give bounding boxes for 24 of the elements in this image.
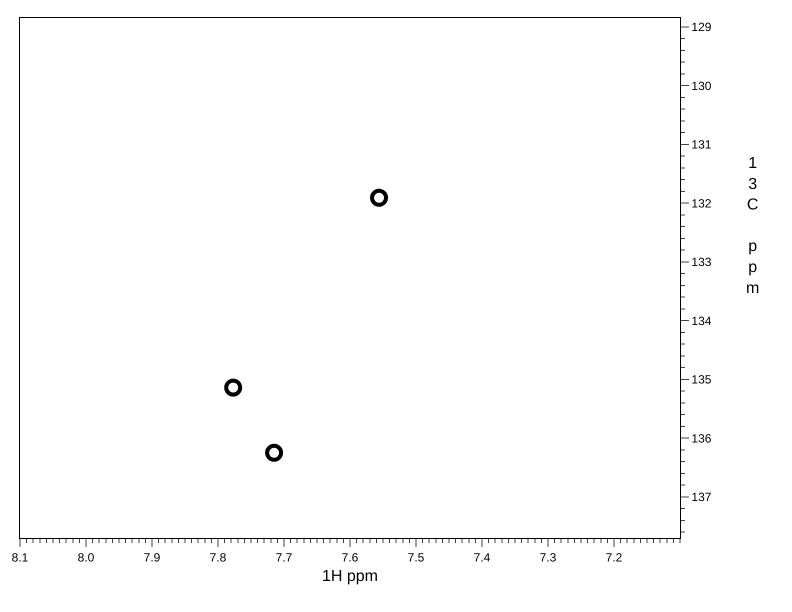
x-tick-label: 7.6 bbox=[342, 550, 359, 564]
x-tick-label: 8.0 bbox=[78, 550, 95, 564]
x-tick-label: 7.3 bbox=[540, 550, 557, 564]
y-tick-label: 132 bbox=[691, 196, 712, 210]
y-tick-label: 137 bbox=[691, 490, 712, 504]
y-tick-label: 129 bbox=[691, 20, 712, 34]
x-axis-title: 1H ppm bbox=[322, 568, 378, 586]
y-tick-label: 135 bbox=[691, 372, 712, 387]
y-tick-label: 130 bbox=[691, 78, 712, 93]
x-tick-label: 7.8 bbox=[210, 550, 227, 564]
x-tick-label: 7.9 bbox=[144, 550, 161, 564]
point bbox=[265, 444, 284, 462]
point bbox=[224, 378, 242, 397]
x-tick-label: 8.1 bbox=[12, 550, 29, 564]
y-tick-label: 133 bbox=[691, 255, 712, 270]
y-tick-label: 136 bbox=[691, 431, 712, 446]
point bbox=[370, 188, 388, 207]
text: 13C ppm bbox=[746, 155, 760, 297]
y-tick-label: 134 bbox=[691, 314, 712, 328]
x-tick-label: 7.7 bbox=[276, 550, 293, 564]
x-tick-label: 7.4 bbox=[474, 550, 491, 564]
y-tick-label: 131 bbox=[691, 138, 712, 152]
x-tick-label: 7.5 bbox=[408, 550, 425, 564]
x-tick-label: 7.2 bbox=[606, 550, 623, 564]
